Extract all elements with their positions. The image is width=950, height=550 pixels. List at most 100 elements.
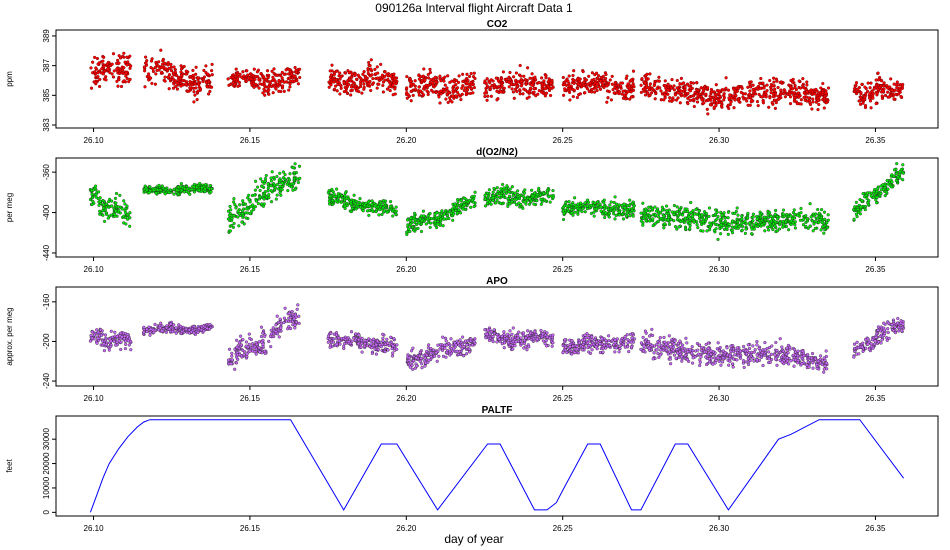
data-point: [786, 228, 791, 232]
data-point: [229, 82, 233, 87]
data-point: [122, 199, 126, 203]
data-point: [623, 206, 627, 210]
data-point: [457, 349, 462, 353]
data-point: [648, 219, 652, 223]
data-point: [420, 366, 424, 370]
data-point: [332, 87, 337, 91]
data-point: [229, 223, 234, 228]
data-point: [885, 178, 889, 183]
data-point: [258, 82, 262, 86]
data-point: [879, 79, 884, 83]
data-point: [389, 335, 393, 339]
data-point: [706, 112, 710, 116]
data-point: [430, 81, 435, 85]
main-title: 090126a Interval flight Aircraft Data 1: [375, 1, 573, 15]
data-point: [571, 73, 575, 78]
data-point: [644, 214, 649, 218]
data-point: [370, 351, 374, 355]
data-point: [500, 84, 504, 88]
data-point: [448, 96, 452, 100]
data-point: [142, 325, 146, 329]
data-point: [564, 83, 569, 87]
data-point: [723, 219, 727, 223]
data-point: [586, 200, 591, 204]
data-point: [275, 82, 280, 86]
data-point: [445, 350, 449, 354]
data-point: [381, 83, 385, 88]
data-point: [168, 77, 172, 81]
data-point: [226, 217, 230, 221]
data-point: [298, 67, 302, 71]
data-point: [718, 232, 723, 236]
data-point: [343, 342, 347, 346]
data-point: [647, 209, 652, 213]
data-point: [282, 316, 286, 320]
data-point: [405, 96, 409, 100]
data-point: [824, 101, 828, 105]
data-point: [117, 209, 121, 213]
data-point: [92, 55, 97, 59]
data-point: [746, 85, 750, 89]
data-point: [523, 200, 527, 204]
data-point: [343, 191, 347, 195]
data-point: [184, 69, 188, 73]
data-point: [859, 95, 863, 100]
data-point: [863, 103, 868, 108]
data-point: [508, 70, 512, 75]
data-point: [465, 85, 470, 90]
data-point: [345, 80, 349, 84]
data-point: [409, 82, 413, 86]
data-point: [147, 191, 151, 195]
data-point: [542, 191, 546, 195]
data-point: [102, 219, 107, 223]
data-point: [714, 227, 718, 231]
data-point: [617, 90, 621, 94]
data-point: [104, 202, 108, 206]
data-point: [266, 75, 270, 80]
data-point: [283, 306, 287, 310]
data-point: [354, 332, 358, 336]
data-point: [123, 216, 128, 220]
data-point: [416, 226, 420, 230]
data-point: [380, 202, 384, 207]
data-point: [462, 203, 466, 207]
data-point: [89, 66, 93, 70]
data-point: [368, 84, 372, 88]
data-point: [163, 192, 167, 196]
data-point: [109, 339, 113, 343]
data-point: [802, 95, 806, 99]
data-point: [722, 211, 726, 215]
data-point: [90, 330, 94, 334]
data-point: [631, 83, 635, 87]
data-point: [100, 339, 105, 343]
data-point: [584, 78, 588, 82]
data-point: [816, 98, 820, 103]
data-point: [426, 92, 430, 97]
data-point: [241, 201, 246, 206]
y-tick-label: -440: [42, 244, 51, 261]
x-tick-label: 26.30: [709, 136, 730, 145]
data-point: [190, 187, 194, 191]
data-point: [340, 194, 344, 198]
data-point: [539, 202, 543, 206]
data-point: [386, 74, 390, 78]
data-point: [716, 214, 720, 219]
data-point: [252, 67, 256, 71]
data-point: [900, 84, 904, 89]
data-point: [573, 210, 577, 214]
data-point: [644, 209, 648, 213]
data-point: [506, 197, 510, 201]
data-point: [169, 322, 173, 326]
data-point: [514, 197, 519, 201]
data-point: [813, 226, 817, 231]
data-point: [816, 107, 820, 112]
data-point: [442, 212, 446, 216]
data-point: [461, 207, 465, 211]
data-point: [462, 88, 466, 93]
data-point: [718, 94, 722, 98]
data-point: [793, 226, 797, 230]
data-point: [367, 204, 371, 208]
data-point: [514, 71, 518, 75]
data-point: [746, 211, 750, 215]
data-point: [672, 212, 676, 216]
